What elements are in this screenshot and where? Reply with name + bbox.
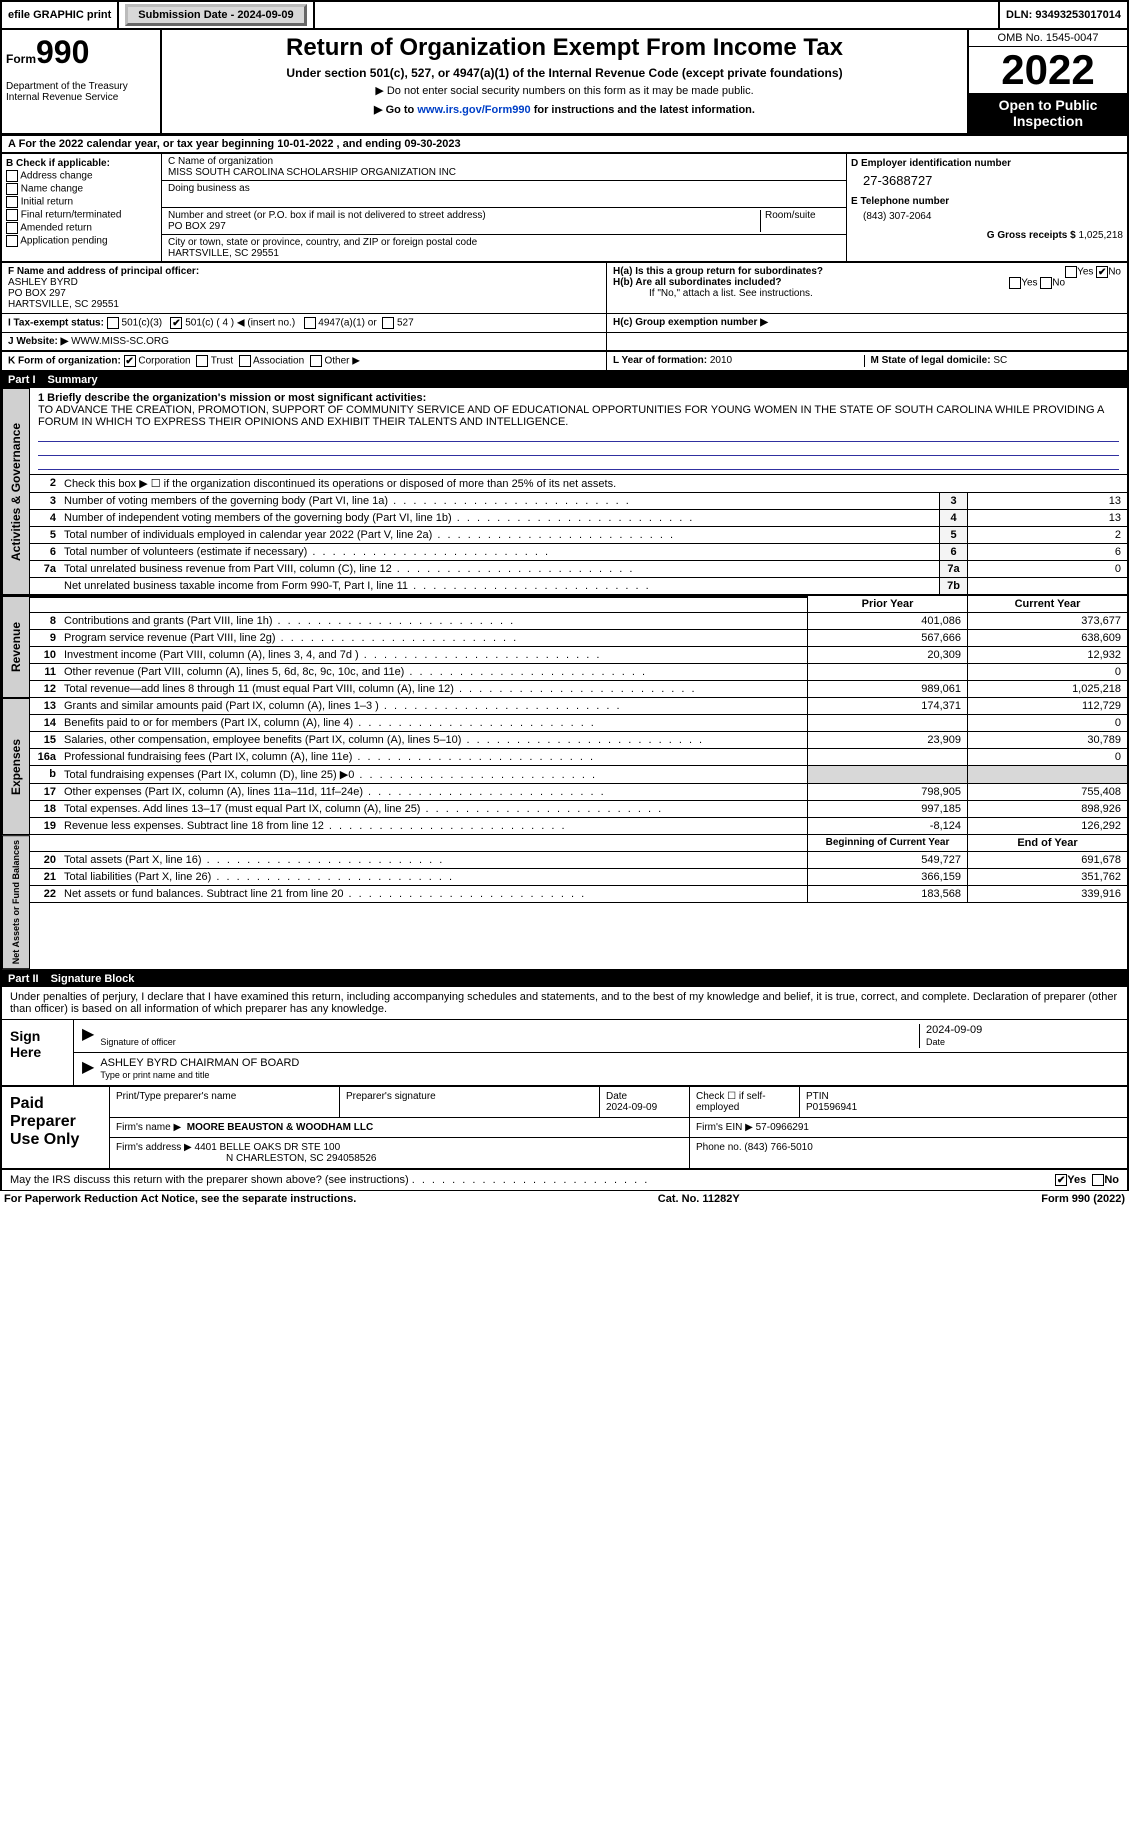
- paid-preparer-block: Paid Preparer Use Only Print/Type prepar…: [0, 1087, 1129, 1170]
- table-row: 13Grants and similar amounts paid (Part …: [30, 698, 1127, 715]
- table-row: 4Number of independent voting members of…: [30, 510, 1127, 527]
- table-row: 21Total liabilities (Part X, line 26)366…: [30, 869, 1127, 886]
- table-row: 22Net assets or fund balances. Subtract …: [30, 886, 1127, 903]
- ein-value: 27-3688727: [863, 173, 1123, 188]
- firm-phone: (843) 766-5010: [744, 1142, 812, 1153]
- efile-label: efile GRAPHIC print: [2, 2, 119, 28]
- entity-block: B Check if applicable: Address change Na…: [0, 154, 1129, 263]
- form-note: ▶ Do not enter social security numbers o…: [166, 84, 963, 97]
- table-row: 15Salaries, other compensation, employee…: [30, 732, 1127, 749]
- table-row: 5Total number of individuals employed in…: [30, 527, 1127, 544]
- paid-preparer-label: Paid Preparer Use Only: [2, 1087, 110, 1168]
- prior-year-header: Prior Year: [807, 596, 967, 612]
- dln-label: DLN: 93493253017014: [1000, 2, 1127, 28]
- table-row: Net unrelated business taxable income fr…: [30, 578, 1127, 595]
- box-hc: H(c) Group exemption number ▶: [607, 314, 1127, 332]
- preparer-date: 2024-09-09: [606, 1102, 657, 1113]
- table-row: 20Total assets (Part X, line 16)549,7276…: [30, 852, 1127, 869]
- form-number-block: Form990 Department of the Treasury Inter…: [2, 30, 162, 133]
- signature-block: Under penalties of perjury, I declare th…: [0, 987, 1129, 1087]
- form-header: Form990 Department of the Treasury Inter…: [0, 30, 1129, 135]
- table-row: 16aProfessional fundraising fees (Part I…: [30, 749, 1127, 766]
- firm-ein: 57-0966291: [756, 1122, 809, 1133]
- part-i-header: Part I Summary: [0, 372, 1129, 388]
- part-ii-header: Part II Signature Block: [0, 971, 1129, 987]
- box-i: I Tax-exempt status: 501(c)(3) ✔ 501(c) …: [2, 314, 607, 332]
- table-row: 19Revenue less expenses. Subtract line 1…: [30, 818, 1127, 835]
- box-h: H(a) Is this a group return for subordin…: [607, 263, 1127, 313]
- form-year-block: OMB No. 1545-0047 2022 Open to Public In…: [967, 30, 1127, 133]
- gross-receipts: 1,025,218: [1079, 230, 1124, 241]
- table-row: 9Program service revenue (Part VIII, lin…: [30, 630, 1127, 647]
- table-row: 7aTotal unrelated business revenue from …: [30, 561, 1127, 578]
- sign-here-label: Sign Here: [2, 1020, 74, 1085]
- discuss-row: May the IRS discuss this return with the…: [0, 1170, 1129, 1191]
- ptin-value: P01596941: [806, 1102, 857, 1113]
- firm-name: MOORE BEAUSTON & WOODHAM LLC: [187, 1122, 373, 1133]
- firm-address: 4401 BELLE OAKS DR STE 100: [195, 1142, 341, 1153]
- box-k: K Form of organization: ✔ Corporation Tr…: [2, 352, 607, 370]
- box-f: F Name and address of principal officer:…: [2, 263, 607, 313]
- box-m: M State of legal domicile: SC: [865, 355, 1122, 367]
- table-row: 14Benefits paid to or for members (Part …: [30, 715, 1127, 732]
- tab-revenue: Revenue: [2, 596, 30, 698]
- table-row: bTotal fundraising expenses (Part IX, co…: [30, 766, 1127, 784]
- table-row: 12Total revenue—add lines 8 through 11 (…: [30, 681, 1127, 698]
- tab-expenses: Expenses: [2, 698, 30, 835]
- sign-date: 2024-09-09: [926, 1024, 982, 1036]
- box-c: C Name of organizationMISS SOUTH CAROLIN…: [162, 154, 847, 261]
- top-bar: efile GRAPHIC print Submission Date - 20…: [0, 0, 1129, 30]
- submission-button[interactable]: Submission Date - 2024-09-09: [119, 2, 314, 28]
- phone-value: (843) 307-2064: [863, 211, 1123, 222]
- tax-year: 2022: [969, 47, 1127, 93]
- open-public-badge: Open to Public Inspection: [969, 93, 1127, 133]
- table-row: 10Investment income (Part VIII, column (…: [30, 647, 1127, 664]
- box-j: J Website: ▶ WWW.MISS-SC.ORG: [2, 333, 607, 350]
- website-value: WWW.MISS-SC.ORG: [71, 336, 169, 347]
- org-address: PO BOX 297: [168, 221, 226, 232]
- signer-name: ASHLEY BYRD CHAIRMAN OF BOARD: [100, 1057, 299, 1069]
- omb-label: OMB No. 1545-0047: [969, 30, 1127, 47]
- tab-net-assets: Net Assets or Fund Balances: [2, 835, 30, 969]
- table-row: 3Number of voting members of the governi…: [30, 493, 1127, 510]
- table-row: 18Total expenses. Add lines 13–17 (must …: [30, 801, 1127, 818]
- irs-link[interactable]: www.irs.gov/Form990: [417, 104, 530, 116]
- mission-text: TO ADVANCE THE CREATION, PROMOTION, SUPP…: [38, 404, 1104, 428]
- form-title-block: Return of Organization Exempt From Incom…: [162, 30, 967, 133]
- end-year-header: End of Year: [967, 835, 1127, 851]
- q2-text: Check this box ▶ ☐ if the organization d…: [60, 475, 1127, 492]
- box-d-e-g: D Employer identification number 27-3688…: [847, 154, 1127, 261]
- box-l: L Year of formation: 2010: [613, 355, 865, 367]
- table-row: 17Other expenses (Part IX, column (A), l…: [30, 784, 1127, 801]
- form-subtitle: Under section 501(c), 527, or 4947(a)(1)…: [166, 66, 963, 80]
- form-title: Return of Organization Exempt From Incom…: [166, 34, 963, 62]
- department-label: Department of the Treasury Internal Reve…: [6, 81, 156, 103]
- org-city: HARTSVILLE, SC 29551: [168, 248, 279, 259]
- org-name: MISS SOUTH CAROLINA SCHOLARSHIP ORGANIZA…: [168, 167, 456, 178]
- table-row: 6Total number of volunteers (estimate if…: [30, 544, 1127, 561]
- beginning-year-header: Beginning of Current Year: [807, 835, 967, 851]
- declaration-text: Under penalties of perjury, I declare th…: [2, 987, 1127, 1020]
- form-goto: ▶ Go to www.irs.gov/Form990 for instruct…: [166, 103, 963, 116]
- box-b: B Check if applicable: Address change Na…: [2, 154, 162, 261]
- page-footer: For Paperwork Reduction Act Notice, see …: [0, 1191, 1129, 1207]
- table-row: 11Other revenue (Part VIII, column (A), …: [30, 664, 1127, 681]
- mission-block: 1 Briefly describe the organization's mi…: [30, 388, 1127, 475]
- table-row: 8Contributions and grants (Part VIII, li…: [30, 613, 1127, 630]
- tab-governance: Activities & Governance: [2, 388, 30, 595]
- tax-year-line: A For the 2022 calendar year, or tax yea…: [0, 135, 1129, 154]
- current-year-header: Current Year: [967, 596, 1127, 612]
